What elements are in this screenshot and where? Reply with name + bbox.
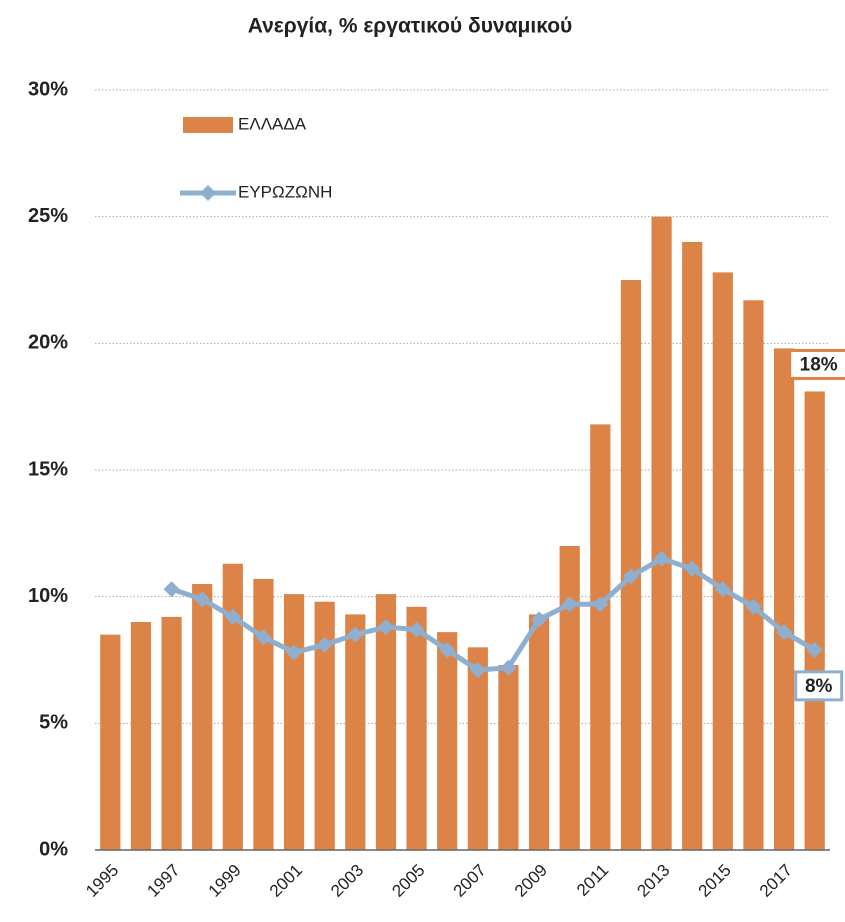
marker xyxy=(622,568,639,585)
marker xyxy=(347,626,364,643)
marker xyxy=(469,662,486,679)
bar xyxy=(161,616,182,850)
bar xyxy=(651,216,672,850)
x-tick-label: 2011 xyxy=(573,861,612,900)
bar xyxy=(100,634,121,850)
x-tick-label: 2015 xyxy=(695,861,735,901)
marker xyxy=(163,581,180,598)
bar xyxy=(253,578,274,850)
marker xyxy=(194,591,211,608)
chart-title: Ανεργία, % εργατικού δυναμικού xyxy=(248,15,573,38)
marker xyxy=(714,581,731,598)
marker xyxy=(592,596,609,613)
marker xyxy=(377,619,394,636)
value-label: 8% xyxy=(805,676,833,697)
value-label: 18% xyxy=(800,354,838,375)
x-tick-label: 2001 xyxy=(266,861,306,901)
marker xyxy=(286,644,303,661)
bar xyxy=(620,280,642,850)
marker xyxy=(684,560,701,577)
marker xyxy=(561,596,578,613)
legend-swatch xyxy=(183,117,233,133)
value-label-box xyxy=(788,348,845,380)
y-tick-label: 10% xyxy=(28,585,68,607)
bar xyxy=(437,632,458,850)
value-label-box xyxy=(794,670,844,702)
bar xyxy=(498,665,519,850)
bar xyxy=(314,601,335,850)
marker xyxy=(255,629,272,646)
y-tick-label: 15% xyxy=(28,458,68,480)
x-tick-label: 1997 xyxy=(143,861,183,901)
bar xyxy=(192,584,213,850)
bar xyxy=(773,348,795,850)
marker xyxy=(531,611,548,628)
bar xyxy=(222,563,243,850)
y-tick-label: 20% xyxy=(28,332,68,354)
x-tick-label: 2009 xyxy=(511,861,551,901)
x-tick-label: 2017 xyxy=(756,861,796,901)
x-tick-label: 1999 xyxy=(205,861,245,901)
x-tick-label: 2013 xyxy=(633,861,673,901)
legend-label: ΕΥΡΩΖΩΝΗ xyxy=(238,182,332,201)
bar xyxy=(130,622,152,850)
bar xyxy=(467,647,488,850)
marker xyxy=(408,621,425,638)
bar xyxy=(406,606,427,850)
bar xyxy=(712,272,733,850)
y-tick-label: 30% xyxy=(28,78,68,100)
marker xyxy=(653,550,670,567)
y-tick-label: 5% xyxy=(39,712,68,734)
bar xyxy=(528,614,550,850)
legend-marker xyxy=(200,185,216,201)
marker xyxy=(776,624,793,641)
bar xyxy=(559,546,580,850)
marker xyxy=(806,641,823,658)
bar xyxy=(375,594,397,850)
marker xyxy=(745,598,762,615)
line xyxy=(170,556,816,673)
bar xyxy=(743,300,764,850)
bar xyxy=(283,594,305,850)
y-tick-label: 25% xyxy=(28,205,68,227)
bar xyxy=(804,391,825,850)
x-tick-label: 2003 xyxy=(327,861,367,901)
bar xyxy=(345,614,366,850)
legend-label: ΕΛΛΑΔΑ xyxy=(238,114,307,133)
bar xyxy=(682,242,703,850)
x-tick-label: 1995 xyxy=(82,861,122,901)
x-tick-label: 2005 xyxy=(388,861,428,901)
marker xyxy=(224,608,241,625)
marker xyxy=(439,641,456,658)
y-tick-label: 0% xyxy=(39,838,68,860)
marker xyxy=(500,659,517,676)
x-tick-label: 2007 xyxy=(450,861,490,901)
marker xyxy=(316,636,333,653)
bar xyxy=(590,424,611,850)
